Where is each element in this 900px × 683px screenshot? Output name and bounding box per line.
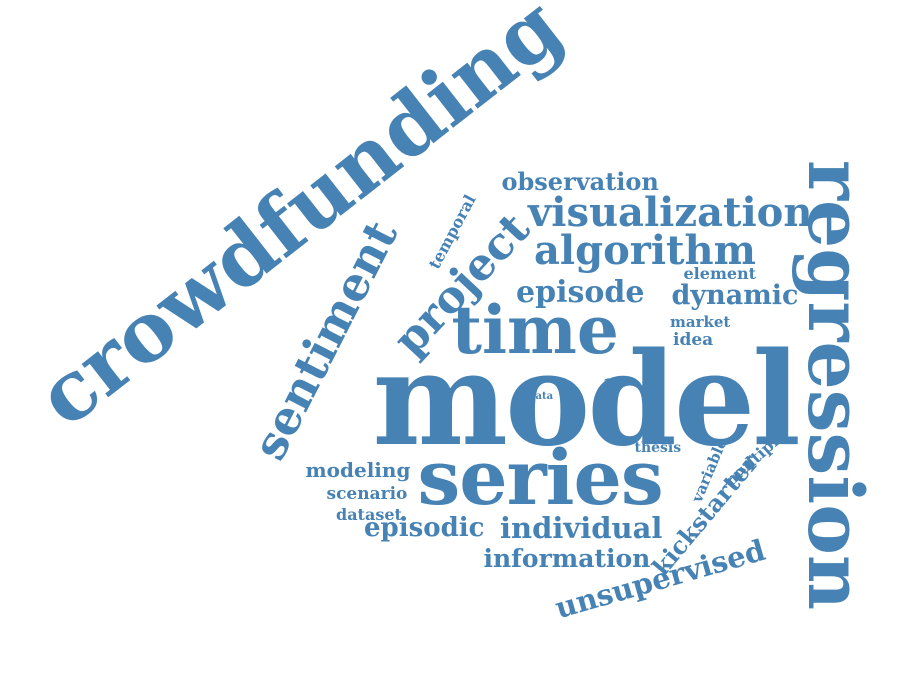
word-scenario: scenario	[326, 483, 408, 504]
word-dataset: dataset	[336, 505, 402, 524]
word-algorithm: algorithm	[534, 227, 756, 274]
word-data: data	[528, 391, 554, 402]
word-observation: observation	[501, 167, 659, 196]
word-model: model	[372, 325, 801, 475]
word-idea: idea	[673, 329, 714, 350]
word-dynamic: dynamic	[671, 279, 799, 311]
word-individual: individual	[500, 510, 663, 545]
word-information: information	[483, 543, 651, 573]
word-visualization: visualization	[528, 189, 813, 236]
word-modeling: modeling	[305, 458, 411, 482]
word-thesis: thesis	[634, 440, 682, 456]
word-episode: episode	[516, 275, 645, 310]
word-episodic: episodic	[364, 513, 485, 543]
word-series: series	[417, 433, 664, 522]
word-text: text	[601, 376, 615, 394]
word-market: market	[670, 312, 731, 331]
word-element: element	[683, 264, 757, 283]
word-time: time	[451, 291, 619, 369]
